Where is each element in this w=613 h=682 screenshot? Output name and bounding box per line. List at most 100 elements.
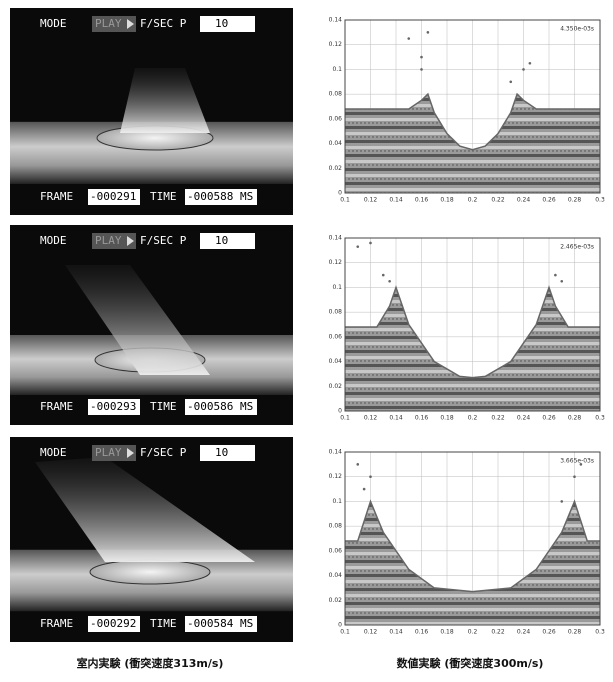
x-tick-label: 0.18 bbox=[440, 415, 454, 422]
x-tick-label: 0.3 bbox=[595, 629, 605, 636]
hud-rate: 10 bbox=[215, 234, 228, 247]
frame-box bbox=[88, 399, 140, 415]
x-tick-label: 0.16 bbox=[415, 415, 429, 422]
rate-box bbox=[200, 16, 255, 32]
play-box bbox=[92, 445, 136, 461]
ejecta-particle bbox=[369, 241, 372, 245]
hud-play: PLAY bbox=[95, 17, 122, 30]
play-box bbox=[92, 233, 136, 249]
ejecta-particle bbox=[407, 37, 411, 40]
time-box bbox=[185, 399, 257, 415]
y-tick-label: 0 bbox=[338, 622, 342, 629]
hud-time: -000588 MS bbox=[187, 190, 253, 203]
x-tick-label: 0.14 bbox=[389, 415, 403, 422]
x-tick-label: 0.24 bbox=[517, 415, 531, 422]
ejecta-particle bbox=[528, 61, 532, 65]
x-tick-label: 0.28 bbox=[568, 197, 582, 204]
y-tick-label: 0 bbox=[338, 408, 342, 415]
ejecta-particle bbox=[420, 68, 423, 71]
y-tick-label: 0.02 bbox=[329, 597, 343, 604]
plot-border bbox=[344, 451, 601, 626]
y-tick-label: 0.04 bbox=[329, 140, 343, 147]
x-tick-label: 0.16 bbox=[415, 197, 429, 204]
ejecta-particle bbox=[560, 279, 564, 283]
ejecta-particle bbox=[509, 80, 513, 84]
y-tick-label: 0.08 bbox=[329, 523, 343, 530]
y-tick-label: 0.12 bbox=[329, 41, 343, 48]
x-tick-label: 0.14 bbox=[389, 197, 403, 204]
hud-frame: -000291 bbox=[90, 190, 136, 203]
hud-fsec: F/SEC P bbox=[140, 17, 187, 30]
hud-time-label: TIME bbox=[150, 617, 177, 630]
ejecta-particle bbox=[573, 475, 576, 479]
x-tick-label: 0.12 bbox=[364, 197, 378, 204]
x-tick-label: 0.22 bbox=[491, 415, 505, 422]
ejecta-particle bbox=[381, 273, 385, 277]
hud-play: PLAY bbox=[95, 234, 122, 247]
play-icon bbox=[127, 236, 134, 246]
x-tick-label: 0.1 bbox=[340, 415, 350, 422]
hud-fsec: F/SEC P bbox=[140, 234, 187, 247]
y-tick-label: 0 bbox=[338, 190, 342, 197]
x-tick-label: 0.22 bbox=[491, 197, 505, 204]
plot-border bbox=[344, 19, 601, 194]
surface-profile bbox=[345, 285, 600, 379]
y-tick-label: 0.1 bbox=[332, 498, 342, 505]
y-tick-label: 0.14 bbox=[329, 449, 343, 456]
hud-mode: MODE bbox=[40, 446, 67, 459]
hud-frame-label: FRAME bbox=[40, 617, 73, 630]
hud-time-label: TIME bbox=[150, 190, 177, 203]
annotation: 4.350e-03s bbox=[560, 26, 594, 33]
particle-cloud bbox=[345, 287, 600, 411]
y-tick-label: 0.1 bbox=[332, 66, 342, 73]
ejecta-particle bbox=[420, 55, 423, 59]
ejecta-cone bbox=[35, 457, 255, 562]
x-tick-label: 0.16 bbox=[415, 629, 429, 636]
y-tick-label: 0.02 bbox=[329, 383, 343, 390]
y-tick-label: 0.08 bbox=[329, 309, 343, 316]
play-box bbox=[92, 16, 136, 32]
x-tick-label: 0.2 bbox=[468, 629, 478, 636]
frame-box bbox=[88, 616, 140, 632]
hud-time-label: TIME bbox=[150, 400, 177, 413]
x-tick-label: 0.3 bbox=[595, 415, 605, 422]
x-tick-label: 0.1 bbox=[340, 629, 350, 636]
hud-rate: 10 bbox=[215, 446, 228, 459]
x-tick-label: 0.26 bbox=[542, 629, 556, 636]
x-tick-label: 0.2 bbox=[468, 415, 478, 422]
annotation: 3.665e-03s bbox=[560, 458, 594, 465]
ejecta-particle bbox=[426, 31, 430, 34]
y-tick-label: 0.1 bbox=[332, 284, 342, 291]
x-tick-label: 0.24 bbox=[517, 197, 531, 204]
time-box bbox=[185, 189, 257, 205]
y-tick-label: 0.06 bbox=[329, 333, 343, 340]
ejecta-particle bbox=[356, 463, 360, 466]
particle-cloud bbox=[345, 94, 600, 193]
x-tick-label: 0.26 bbox=[542, 197, 556, 204]
surface-profile bbox=[345, 499, 600, 593]
plot-border bbox=[344, 237, 601, 412]
caption: 室内実験 (衝突速度313m/s) bbox=[77, 656, 224, 670]
y-tick-label: 0.04 bbox=[329, 358, 343, 365]
ejecta-particle bbox=[554, 273, 557, 277]
caption: 数値実験 (衝突速度300m/s) bbox=[397, 656, 544, 670]
x-tick-label: 0.1 bbox=[340, 197, 350, 204]
ejecta-particle bbox=[356, 245, 360, 248]
surface-profile bbox=[345, 92, 600, 151]
hud-frame: -000293 bbox=[90, 400, 136, 413]
hud-frame-label: FRAME bbox=[40, 400, 73, 413]
y-tick-label: 0.06 bbox=[329, 547, 343, 554]
hud-frame-label: FRAME bbox=[40, 190, 73, 203]
ejecta-particle bbox=[579, 463, 583, 466]
y-tick-label: 0.02 bbox=[329, 165, 343, 172]
ejecta-cone bbox=[120, 68, 210, 133]
frame-box bbox=[88, 189, 140, 205]
y-tick-label: 0.04 bbox=[329, 572, 343, 579]
hud-play: PLAY bbox=[95, 446, 122, 459]
ejecta-particle bbox=[362, 487, 366, 491]
x-tick-label: 0.12 bbox=[364, 415, 378, 422]
play-icon bbox=[127, 19, 134, 29]
time-box bbox=[185, 616, 257, 632]
x-tick-label: 0.26 bbox=[542, 415, 556, 422]
x-tick-label: 0.14 bbox=[389, 629, 403, 636]
